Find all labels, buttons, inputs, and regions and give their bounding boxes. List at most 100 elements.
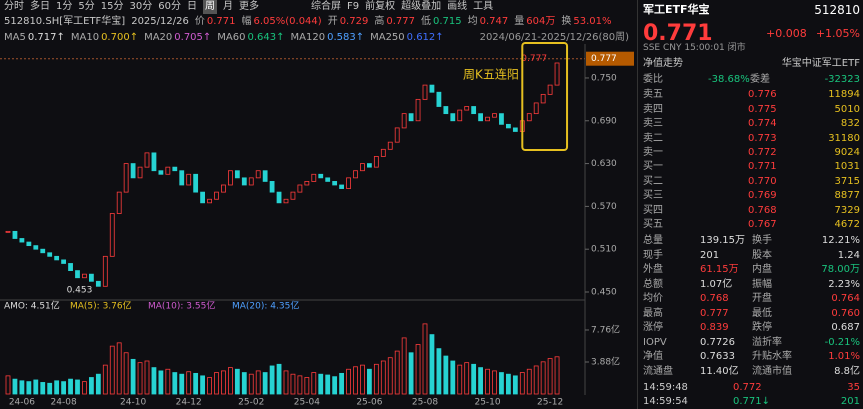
quote-label: 换 [561,16,572,27]
price-tag-label: 0.777 [591,54,617,64]
stat-row: 均价 0.768 开盘 0.764 [638,292,860,306]
candle [485,116,490,122]
candle [207,198,212,204]
candle [255,170,261,179]
period-tab[interactable]: 30分 [129,1,153,12]
chart: 0.450 0.510 0.570 0.630 0.690 0.750 0.777 0.777… [0,42,634,408]
value: 201 [700,249,720,261]
volume-bar [332,376,338,395]
candle [227,170,233,186]
quote-panel: 军工ETF华宝 512810 0.771 +0.008 +1.05% SSE CNY 15… [637,0,863,409]
volume-bar [408,352,414,395]
period-tab[interactable]: 月 [222,1,233,12]
label: 最高 [643,307,663,319]
label: 外盘 [643,264,663,275]
quote-value: 0.771 [206,16,236,27]
tool-button[interactable]: 综合屏 [310,1,341,12]
volume-bar [61,381,66,395]
tab[interactable]: 净值走势 [643,58,683,69]
stat-row: 净值 0.7633 升贴水率 1.01% [638,350,860,364]
candle [234,170,240,179]
volume-bar [123,352,129,395]
volume-bar [304,377,310,395]
tool-button[interactable]: 画线 [447,1,468,12]
stat-row: 现手 201 股本 1.24 [638,249,860,263]
candle [464,106,470,111]
period-tab[interactable]: 多日 [30,1,50,12]
candle [89,273,94,282]
candle [436,91,442,107]
volume-bar [5,375,11,395]
volume-bar [40,382,46,395]
period-tab[interactable]: 日 [186,1,197,12]
candle [82,273,87,279]
volume-bar [179,373,185,395]
price-tag [586,51,634,66]
ma-label: MA60 [217,32,246,43]
order-row: 买一 0.771 1031 [638,160,860,174]
low-label: 0.453 [67,285,93,295]
tool-button[interactable]: F9 [346,1,360,12]
x-tick-label: 25-02 [238,398,264,408]
volume: 9024 [834,147,860,158]
candle [499,113,504,125]
volume-bar [262,372,268,395]
volume-bar [540,361,546,395]
candle [47,252,53,257]
candle [193,173,199,193]
candle [457,109,463,122]
label: 涨停 [643,322,663,333]
toolbar: 分时 多日 1分 5分 15分 30分 60分日周月更多 综合屏 F9 前复权 超级叠加 画线 工具 [4,0,493,14]
candle [387,141,393,150]
candle [269,181,275,193]
price: 0.773 [748,132,777,144]
value: 8.8亿 [834,365,860,377]
period-tab[interactable]: 1分 [56,1,73,12]
period-tab[interactable]: 15分 [100,1,124,12]
y-tick-label: 7.76亿 [591,323,620,335]
candle [214,191,219,200]
volume-bar [492,370,497,395]
candle [547,84,553,95]
candle [373,156,379,168]
period-tab[interactable]: 分时 [4,1,24,12]
price: 0.768 [748,204,777,216]
label: 开盘 [752,293,772,304]
value: 12.21% [821,235,860,246]
price-row: 0.771 +0.008 +1.05% [638,22,860,46]
tool-button[interactable]: 工具 [473,1,494,12]
period-tab[interactable]: 周 [202,0,217,14]
candle [554,62,560,86]
candle [116,191,122,214]
quote-label: 开 [327,16,338,27]
tab[interactable]: 华宝中证军工ETF [781,58,860,69]
tool-button[interactable]: 超级叠加 [401,1,442,12]
period-tab[interactable]: 60分 [158,1,181,12]
volume-bar [269,365,275,395]
volume-bar [82,381,87,395]
candle [241,177,247,186]
volume-bar [519,372,525,395]
candle [61,259,66,264]
quote-value: 604万 [526,16,556,27]
volume-bar [443,355,449,395]
label: 卖四 [643,103,663,115]
candle [186,173,192,186]
label: 均价 [643,293,663,304]
period-tab[interactable]: 5分 [78,1,95,12]
volume-bar [533,365,539,395]
label: 升贴水率 [752,351,792,362]
quote-label: 均 [467,16,478,27]
quote-label: 幅 [241,16,252,27]
period-tab[interactable]: 更多 [238,1,259,12]
candle [54,255,60,261]
tool-button[interactable]: 前复权 [365,1,396,12]
change-pct: +1.05% [815,27,860,40]
code: 512810.SH[军工ETF华宝] [4,16,126,27]
tick-row: 14:59:54 0.771↓ 201 [638,395,860,409]
volume-bar [26,381,32,395]
label: 内盘 [752,264,772,275]
order-row: 买四 0.768 7329 [638,204,860,218]
candle [380,148,386,157]
volume: 8877 [834,190,860,201]
